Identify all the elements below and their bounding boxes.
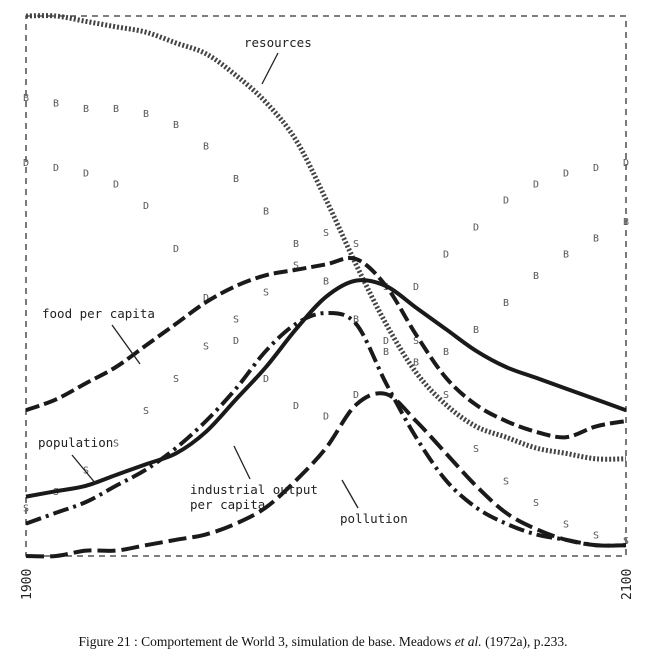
caption-et-al: et al. — [454, 634, 482, 649]
point-marker-s-8: S — [263, 287, 269, 298]
point-marker-b-18: B — [563, 250, 569, 261]
point-marker-b-15: B — [473, 325, 479, 336]
point-marker-b-6: B — [203, 142, 209, 153]
point-marker-s-20: S — [623, 536, 629, 547]
point-marker-s-14: S — [443, 390, 449, 401]
point-marker-b-8: B — [263, 206, 269, 217]
plot-frame — [25, 15, 627, 557]
series-food-per-capita — [25, 256, 627, 440]
point-marker-d-9: D — [293, 401, 299, 412]
point-marker-s-7: S — [233, 314, 239, 325]
point-marker-s-5: S — [173, 374, 179, 385]
point-marker-d-8: D — [263, 374, 269, 385]
label-industrial-output: industrial output — [190, 482, 318, 497]
point-marker-d-20: D — [623, 158, 629, 169]
caption-text: Figure 21 : Comportement de World 3, sim… — [78, 634, 455, 649]
point-marker-d-2: D — [83, 169, 89, 180]
point-marker-d-0: D — [23, 158, 29, 169]
point-marker-d-4: D — [143, 201, 149, 212]
point-marker-d-15: D — [473, 223, 479, 234]
series-industrial-output-per-capita — [25, 310, 627, 548]
point-marker-b-12: B — [383, 347, 389, 358]
point-marker-b-11: B — [353, 314, 359, 325]
series-population — [25, 278, 627, 499]
point-marker-b-17: B — [533, 271, 539, 282]
point-marker-s-18: S — [563, 520, 569, 531]
figure-caption: Figure 21 : Comportement de World 3, sim… — [0, 634, 646, 650]
point-marker-b-2: B — [83, 104, 89, 115]
point-marker-d-17: D — [533, 179, 539, 190]
series-pollution — [25, 391, 627, 559]
point-marker-b-19: B — [593, 233, 599, 244]
series-resources — [25, 13, 627, 462]
point-marker-b-10: B — [323, 277, 329, 288]
point-marker-b-5: B — [173, 120, 179, 131]
point-marker-d-11: D — [353, 390, 359, 401]
point-marker-b-3: B — [113, 104, 119, 115]
point-marker-b-1: B — [53, 98, 59, 109]
caption-source: (1972a), p.233. — [481, 634, 568, 649]
label-per-capita: per capita — [190, 497, 265, 512]
x-tick-2100: 2100 — [620, 569, 635, 600]
label-food-per-capita: food per capita — [42, 306, 155, 321]
curve-layer — [25, 13, 627, 559]
point-marker-s-3: S — [113, 439, 119, 450]
label-population: population — [38, 435, 113, 450]
point-marker-s-15: S — [473, 444, 479, 455]
point-marker-d-3: D — [113, 179, 119, 190]
point-marker-d-6: D — [203, 293, 209, 304]
pointer-pollution — [341, 479, 359, 509]
point-marker-b-4: B — [143, 109, 149, 120]
point-marker-s-19: S — [593, 530, 599, 541]
point-marker-b-0: B — [23, 93, 29, 104]
point-marker-s-9: S — [293, 260, 299, 271]
point-marker-s-11: S — [353, 239, 359, 250]
point-marker-s-13: S — [413, 336, 419, 347]
point-marker-b-7: B — [233, 174, 239, 185]
pointer-food-per-capita — [111, 324, 141, 365]
point-marker-b-20: B — [623, 217, 629, 228]
pointer-industrial-output — [233, 445, 251, 480]
point-marker-d-16: D — [503, 196, 509, 207]
point-marker-b-16: B — [503, 298, 509, 309]
marker-layer: B B B B B B B B B B B B B B B B B B B B B D D D D D D D D D D D D D D D D D D D… — [23, 93, 629, 547]
point-marker-s-6: S — [203, 341, 209, 352]
pointer-resources — [261, 52, 279, 85]
point-marker-d-10: D — [323, 412, 329, 423]
point-marker-d-5: D — [173, 244, 179, 255]
pointer-population — [71, 454, 97, 485]
x-tick-1900: 1900 — [20, 569, 35, 600]
point-marker-d-1: D — [53, 163, 59, 174]
point-marker-b-13: B — [413, 358, 419, 369]
point-marker-b-14: B — [443, 347, 449, 358]
point-marker-b-9: B — [293, 239, 299, 250]
label-pollution: pollution — [340, 511, 408, 526]
point-marker-d-14: D — [443, 250, 449, 261]
point-marker-s-10: S — [323, 228, 329, 239]
point-marker-d-18: D — [563, 169, 569, 180]
point-marker-s-17: S — [533, 498, 539, 509]
point-marker-d-13: D — [413, 282, 419, 293]
point-marker-d-19: D — [593, 163, 599, 174]
point-marker-s-4: S — [143, 406, 149, 417]
point-marker-d-7: D — [233, 336, 239, 347]
point-marker-s-16: S — [503, 476, 509, 487]
point-marker-d-12: D — [383, 336, 389, 347]
point-marker-s-0: S — [23, 503, 29, 514]
label-resources: resources — [244, 35, 312, 50]
